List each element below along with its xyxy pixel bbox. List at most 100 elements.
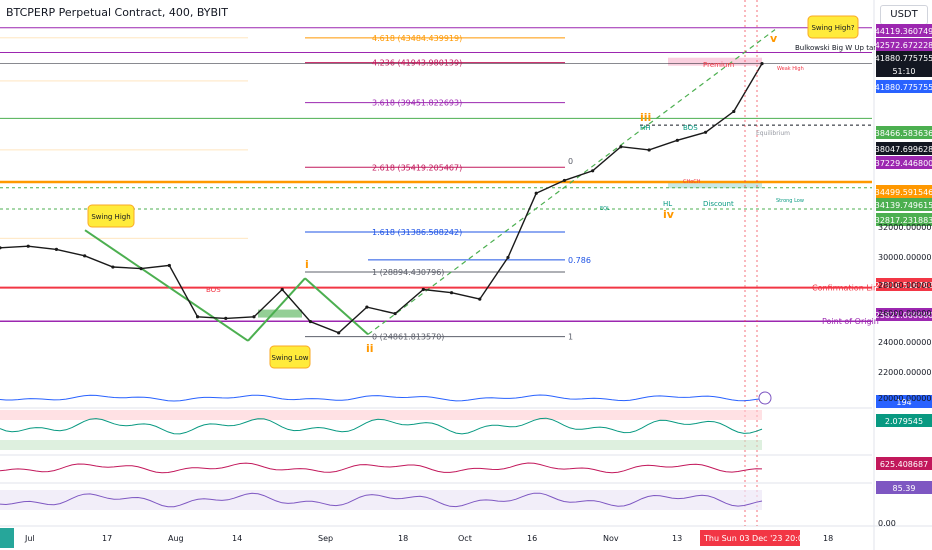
time-tick: 14 (232, 534, 242, 543)
fib-label: 0 (24861.813570) (372, 333, 444, 342)
price-point (619, 145, 623, 149)
weak-high-label: Weak High (777, 66, 804, 72)
price-tick: 0.00 (878, 519, 896, 528)
price-label-box (876, 457, 932, 470)
oscillator-line (0, 417, 763, 435)
price-point (224, 316, 228, 320)
swing-low-note-box (269, 345, 311, 369)
price-axis-label: 37229.446800 (875, 156, 932, 169)
swing-low-note: Swing Low (269, 345, 311, 369)
price-tick: 24000.000000 (878, 338, 932, 347)
rsi-band (0, 490, 762, 510)
momentum-line (0, 462, 763, 474)
price-label-box (876, 308, 932, 321)
price-label-text: 34139.749615 (875, 201, 932, 210)
price-axis-label: 2.079545 (876, 414, 932, 427)
price-label-box (876, 481, 932, 494)
swing-low-note-text: Swing Low (271, 354, 308, 362)
bos-label: BOS (683, 124, 698, 132)
time-tick: 17 (102, 534, 112, 543)
price-label-text: 38466.583636 (875, 129, 932, 138)
price-axis-label: 44119.360749 (875, 24, 932, 37)
price-axis-label: 625.408687 (876, 457, 932, 470)
price-label-text: 38047.699628 (875, 145, 932, 154)
price-label-box (876, 198, 932, 211)
time-tick: 13 (672, 534, 682, 543)
price-point (393, 311, 397, 316)
time-tick: 18 (823, 534, 833, 543)
price-point (252, 315, 256, 319)
price-point (139, 267, 143, 271)
price-point (26, 244, 30, 248)
price-label-text: 194 (896, 398, 911, 407)
swing-high-note: Swing High (87, 204, 135, 228)
price-label-text: 34499.591546 (875, 188, 932, 197)
price-label-text: 37229.446800 (875, 159, 932, 168)
price-tick: 22000.000000 (878, 368, 932, 377)
wave-iii-label: iii (640, 111, 651, 124)
price-point (337, 331, 341, 335)
price-label-text: 25821.000000 (875, 311, 932, 320)
price-label-text: 27916.516782 (875, 281, 932, 290)
choch-label: CHoCH (683, 179, 701, 185)
wave-i-label: i (305, 258, 309, 271)
price-axis-label: 85.39 (876, 481, 932, 494)
price-point (280, 287, 284, 292)
bulkowski-label: Bulkowski Big W Up target (795, 44, 888, 52)
price-label-text: 625.408687 (880, 460, 928, 469)
price-label-text: 44119.360749 (875, 27, 932, 36)
price-label-text: 2.079545 (885, 417, 923, 426)
bos-label: BOS (206, 286, 221, 294)
demand-zone (258, 309, 302, 318)
wave-iv-label: iv (663, 208, 675, 221)
fib-label: 0 (568, 157, 573, 166)
price-label-text: 41880.775755 (875, 83, 932, 92)
price-point (365, 305, 369, 309)
price-axis-label: 42572.672228 (875, 38, 932, 51)
confirmation-label: Confirmation Line (812, 284, 883, 293)
price-point (111, 265, 115, 269)
price-label-box (876, 213, 932, 226)
price-point (534, 191, 538, 195)
fib-label: 0.786 (568, 256, 591, 265)
price-label-box (876, 51, 932, 64)
price-label-box (876, 142, 932, 155)
discount-zone (668, 182, 762, 189)
price-label-box (876, 64, 932, 77)
price-label-box (876, 278, 932, 291)
price-label-box (876, 126, 932, 139)
price-series-line (0, 63, 763, 334)
price-point (308, 319, 313, 324)
price-label-text: 51:10 (892, 67, 915, 76)
cursor-time-text: Thu Sun 03 Dec '23 20:00 (703, 534, 808, 543)
price-point (83, 254, 87, 258)
price-point (591, 169, 595, 173)
price-tick: 28000.000000 (878, 281, 932, 290)
price-axis-label: 51:10 (876, 64, 932, 77)
time-tick: Jul (24, 534, 35, 543)
rsi-line (0, 492, 763, 508)
price-point (675, 138, 679, 142)
price-point (562, 178, 567, 183)
time-tick: 16 (527, 534, 537, 543)
price-label-text: 41880.775755 (875, 54, 932, 63)
price-tick: 30000.000000 (878, 253, 932, 262)
premium-label: Premium (703, 61, 734, 69)
volume-ma-line (0, 394, 763, 402)
time-tick: Nov (603, 534, 619, 543)
price-label-text: 32817.231883 (875, 216, 932, 225)
price-axis-label: 27916.516782 (875, 278, 932, 291)
fib-label: 3.618 (39451.822693) (372, 99, 462, 108)
wave-ii-label: ii (366, 342, 374, 355)
price-label-box (876, 24, 932, 37)
eql-label: EQL (600, 206, 610, 212)
big-w-line (304, 277, 369, 336)
price-point (732, 109, 736, 114)
price-axis-label: 34139.749615 (875, 198, 932, 211)
fib-label: 1.618 (31386.588242) (372, 228, 462, 237)
swing-high-q-note-text: Swing High? (811, 24, 854, 32)
time-axis-start-marker (0, 528, 14, 548)
price-axis-label: 194 (876, 395, 932, 408)
osc-red-band (0, 410, 762, 420)
